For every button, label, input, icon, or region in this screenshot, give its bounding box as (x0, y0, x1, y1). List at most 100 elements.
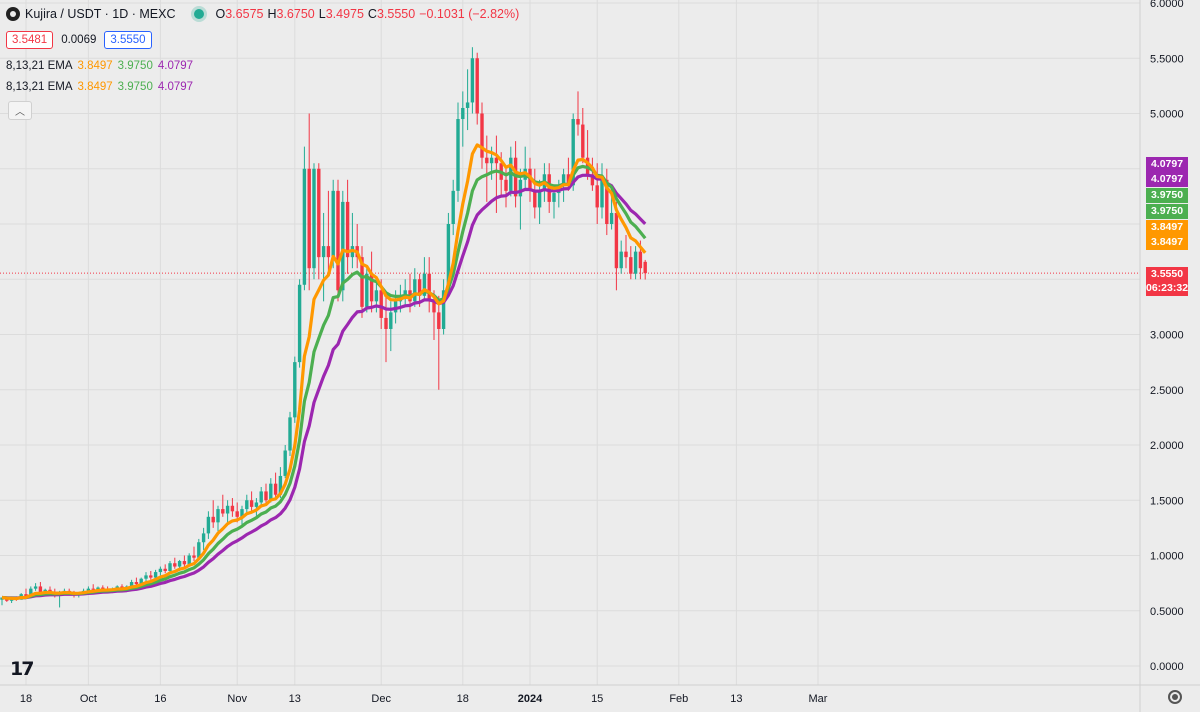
ema8-value: 3.8497 (77, 81, 113, 93)
price-axis-tag: 3.5550 (1146, 267, 1188, 282)
candle-body (609, 212, 614, 224)
close-label: C (367, 7, 377, 21)
candle-body (619, 251, 623, 269)
x-tick-label: 13 (730, 693, 742, 705)
x-tick-label: Nov (227, 693, 247, 705)
price-axis-tag: 3.9750 (1146, 188, 1188, 203)
candle-body (216, 509, 220, 523)
candle-body (201, 533, 206, 543)
gear-icon[interactable] (1168, 690, 1182, 704)
tradingview-logo[interactable]: 17 (10, 658, 34, 680)
x-tick-label: Mar (809, 693, 828, 705)
candle-body (307, 168, 311, 269)
candle-body (614, 212, 619, 269)
candle-body (86, 588, 91, 591)
candle-body (581, 124, 585, 158)
candle-body (197, 542, 201, 558)
collapse-legend-button[interactable]: ︿ (8, 101, 32, 120)
candle-body (600, 179, 604, 208)
candle-body (249, 500, 254, 507)
y-tick-label: 3.0000 (1150, 330, 1184, 342)
bid-button[interactable]: 3.5481 (6, 31, 54, 49)
x-tick-label: 13 (289, 693, 301, 705)
candle-body (91, 588, 95, 590)
price-axis-tag: 4.0797 (1146, 172, 1188, 187)
market-status-icon[interactable] (193, 9, 204, 19)
candle-body (134, 582, 139, 585)
candle-body (633, 251, 638, 274)
candle-body (369, 273, 374, 302)
symbol-header: Kujira / USDT · 1D · MEXC O 3.6575 H 3.675… (6, 3, 523, 25)
candle-body (518, 179, 523, 197)
x-tick-label: 16 (154, 693, 166, 705)
candle-body (485, 157, 489, 164)
candle-body (245, 500, 249, 510)
y-tick-label: 5.0000 (1150, 109, 1184, 121)
candle-body (422, 273, 427, 296)
candle-body (417, 279, 422, 296)
ask-button[interactable]: 3.5550 (104, 31, 152, 49)
candle-body (629, 257, 633, 274)
x-tick-label: 2024 (518, 693, 543, 705)
candle-body (624, 251, 628, 258)
candle-body (269, 483, 273, 501)
candle-body (33, 586, 38, 589)
candle-body (504, 179, 508, 191)
bid-ask-row: 3.5481 0.0069 3.5550 (6, 31, 152, 49)
candle-body (561, 174, 566, 186)
candle-body (576, 119, 580, 125)
candle-body (163, 568, 167, 571)
candle-body (297, 284, 302, 363)
candle-body (451, 190, 455, 224)
candle-body (235, 511, 239, 517)
candle-body (38, 586, 43, 594)
candle-body (259, 491, 263, 503)
candle-body (129, 582, 134, 587)
candle-body (345, 201, 350, 258)
candle-body (384, 317, 388, 329)
candle-body (139, 578, 143, 585)
x-tick-label: Feb (669, 693, 688, 705)
candle-body (365, 273, 369, 307)
candle-body (101, 587, 105, 589)
indicator-name: 8,13,21 EMA (6, 81, 73, 93)
ema21-value: 4.0797 (157, 60, 194, 72)
high-label: H (267, 7, 277, 21)
candle-body (480, 113, 484, 158)
ema8-value: 3.8497 (77, 60, 113, 72)
candle-body (317, 168, 321, 258)
candle-body (173, 563, 177, 567)
candle-body (413, 279, 417, 302)
x-tick-label: Dec (371, 693, 391, 705)
open-label: O (215, 7, 226, 21)
candle-body (278, 475, 283, 495)
indicator-legend-1[interactable]: 8,13,21 EMA 3.8497 3.9750 4.0797 (6, 60, 198, 72)
candle-body (389, 312, 393, 329)
candle-body (437, 312, 441, 329)
candle-body (144, 575, 148, 579)
candle-body (149, 575, 153, 578)
candle-body (643, 261, 647, 274)
price-axis-tag: 3.9750 (1146, 204, 1188, 219)
candle-body (595, 185, 599, 208)
candle-body (374, 290, 379, 302)
candle-body (461, 107, 465, 120)
ema13-value: 3.9750 (117, 60, 153, 72)
indicator-legend-2[interactable]: 8,13,21 EMA 3.8497 3.9750 4.0797 (6, 81, 198, 93)
y-tick-label: 6.0000 (1150, 0, 1184, 10)
candle-body (182, 561, 187, 565)
x-tick-label: Oct (80, 693, 97, 705)
candle-body (264, 491, 268, 501)
symbol-title[interactable]: Kujira / USDT · 1D · MEXC (25, 7, 176, 21)
candle-body (528, 168, 532, 191)
candle-body (427, 273, 431, 302)
candle-body (326, 246, 331, 258)
y-tick-label: 0.0000 (1150, 661, 1184, 673)
y-tick-label: 2.0000 (1150, 440, 1184, 452)
candle-body (29, 588, 33, 597)
ema13-value: 3.9750 (117, 81, 153, 93)
candle-body (206, 516, 211, 534)
candle-body (537, 190, 542, 208)
close-value: 3.5550 (376, 7, 416, 21)
